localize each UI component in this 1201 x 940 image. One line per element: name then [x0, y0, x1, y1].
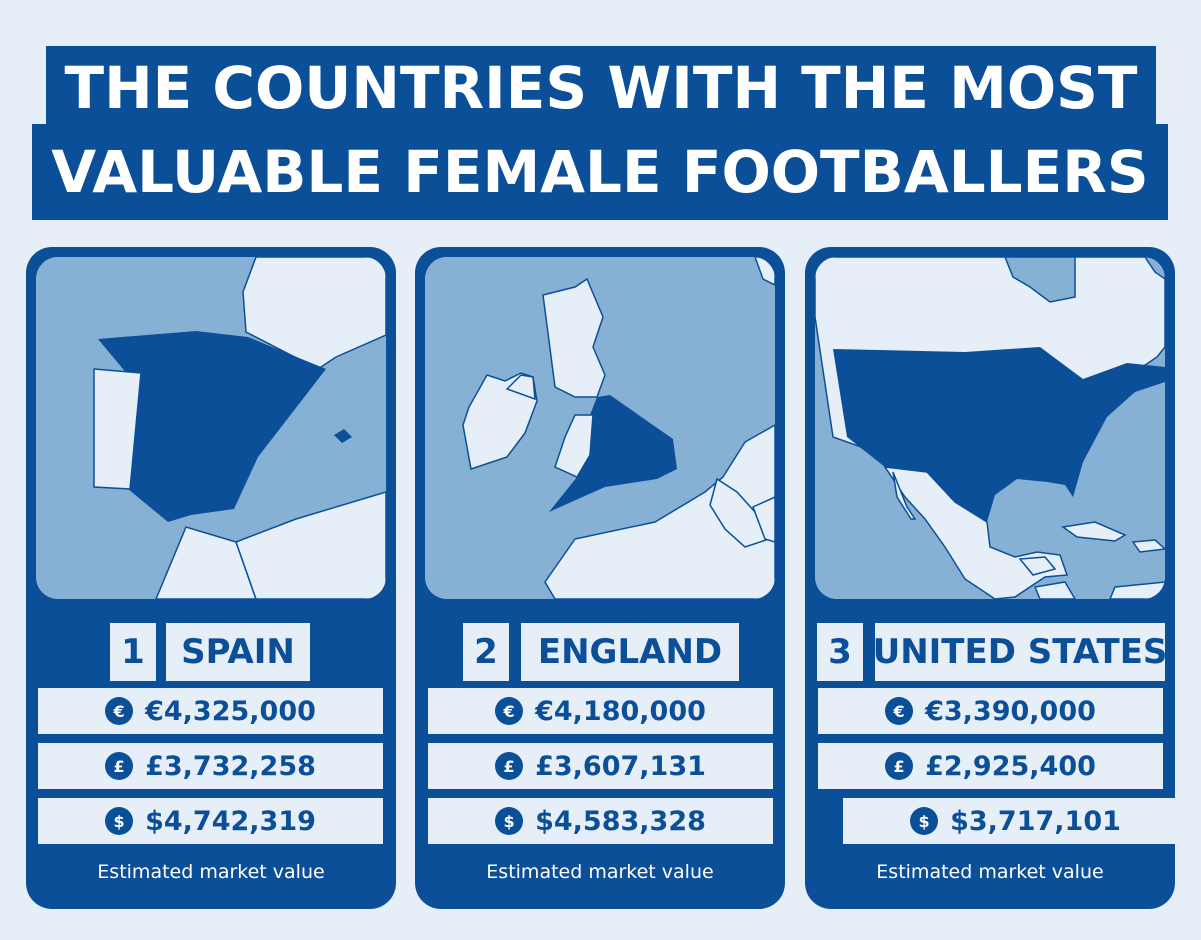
pound-icon: £	[495, 752, 524, 780]
map-spain	[36, 257, 386, 599]
euro-value-row: € €4,180,000	[428, 688, 773, 734]
usa-map-graphic	[815, 257, 1165, 599]
country-name: UNITED STATES	[873, 623, 1167, 681]
euro-value: €4,180,000	[535, 695, 706, 727]
caption: Estimated market value	[876, 861, 1104, 883]
england-map-graphic	[425, 257, 775, 599]
dollar-value-row: $ $3,717,101	[843, 798, 1188, 844]
euro-value: €3,390,000	[925, 695, 1096, 727]
dollar-value: $4,742,319	[145, 805, 316, 837]
country-name: SPAIN	[166, 623, 310, 681]
caption: Estimated market value	[97, 861, 325, 883]
euro-value-row: € €3,390,000	[818, 688, 1163, 734]
rank-badge: 2	[463, 623, 509, 681]
pound-value-row: £ £2,925,400	[818, 743, 1163, 789]
dollar-value: $3,717,101	[950, 805, 1121, 837]
country-name: ENGLAND	[521, 623, 739, 681]
rank-badge: 3	[817, 623, 863, 681]
euro-icon: €	[495, 697, 524, 725]
dollar-icon: $	[495, 807, 524, 835]
euro-value-row: € €4,325,000	[38, 688, 383, 734]
country-card-united-states: 3 UNITED STATES € €3,390,000 £ £2,925,40…	[805, 247, 1188, 909]
pound-value: £3,732,258	[145, 750, 316, 782]
pound-value-row: £ £3,732,258	[38, 743, 383, 789]
map-england	[425, 257, 775, 599]
euro-value: €4,325,000	[145, 695, 316, 727]
pound-icon: £	[885, 752, 914, 780]
dollar-value-row: $ $4,742,319	[38, 798, 383, 844]
euro-icon: €	[885, 697, 914, 725]
title-line-1: THE COUNTRIES WITH THE MOST	[46, 46, 1156, 130]
pound-value: £3,607,131	[535, 750, 706, 782]
spain-map-graphic	[36, 257, 386, 599]
title-line-2: VALUABLE FEMALE FOOTBALLERS	[32, 124, 1168, 220]
map-united-states	[815, 257, 1165, 599]
pound-value: £2,925,400	[925, 750, 1096, 782]
caption: Estimated market value	[486, 861, 714, 883]
dollar-icon: $	[910, 807, 939, 835]
dollar-value-row: $ $4,583,328	[428, 798, 773, 844]
euro-icon: €	[105, 697, 134, 725]
country-card-spain: 1 SPAIN € €4,325,000 £ £3,732,258 $ $4,7…	[26, 247, 396, 909]
country-card-england: 2 ENGLAND € €4,180,000 £ £3,607,131 $ $4…	[415, 247, 785, 909]
dollar-value: $4,583,328	[535, 805, 706, 837]
pound-value-row: £ £3,607,131	[428, 743, 773, 789]
dollar-icon: $	[105, 807, 134, 835]
rank-badge: 1	[110, 623, 156, 681]
pound-icon: £	[105, 752, 134, 780]
